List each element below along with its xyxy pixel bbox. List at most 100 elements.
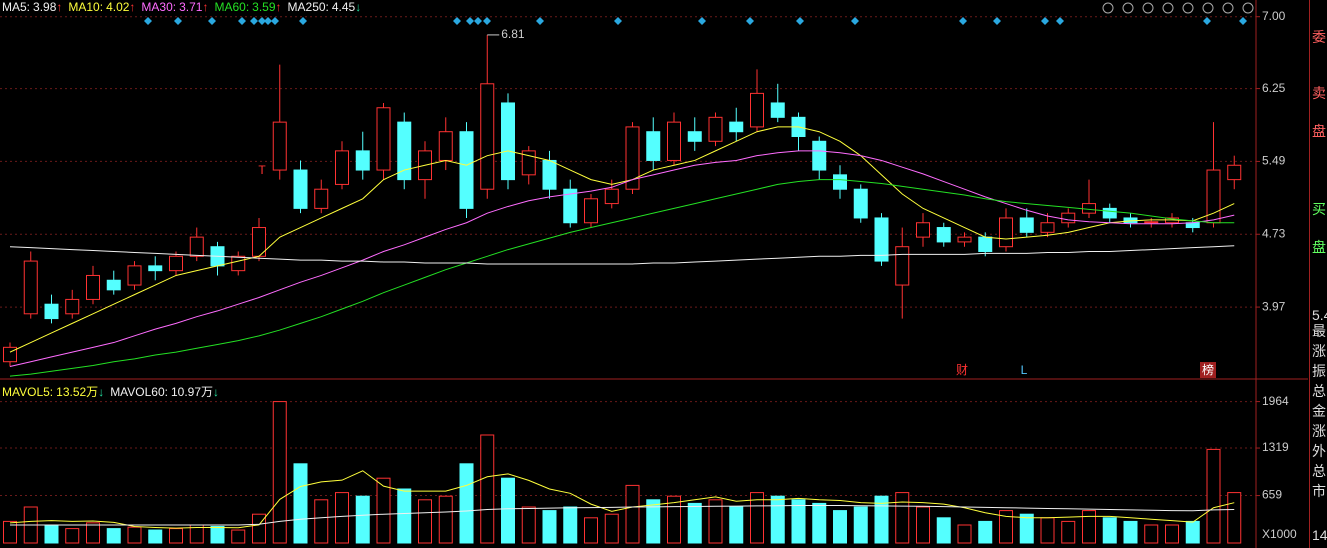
volume-bar [999, 510, 1013, 544]
candle-body [874, 217, 889, 262]
legend-item: MA250: 4.45↓ [288, 0, 362, 14]
volume-bar [750, 492, 764, 544]
volume-bar [418, 499, 432, 544]
sidebar-text: 涨 [1312, 423, 1326, 439]
sidebar-text: 盘 [1312, 123, 1326, 139]
candle-body [542, 159, 557, 190]
event-marker [1056, 17, 1064, 25]
event-marker [144, 17, 152, 25]
y-tick-label: 1964 [1262, 394, 1289, 408]
tool-icon[interactable] [1222, 2, 1234, 14]
candle-body [480, 83, 495, 190]
legend-unit: 万 [201, 385, 214, 399]
candle-body [625, 126, 640, 190]
volume-bar [148, 529, 163, 544]
volume-bar [936, 517, 951, 544]
candle-body [604, 188, 619, 205]
event-box [1200, 362, 1216, 378]
event-marker [474, 17, 482, 25]
volume-bar [1019, 513, 1034, 544]
y-tick-label: 3.97 [1262, 299, 1286, 313]
candle-body [501, 102, 515, 181]
volume-bar [604, 513, 619, 544]
sidebar-text: 盘 [1312, 239, 1326, 255]
event-marker [208, 17, 216, 25]
candle-body [770, 102, 785, 118]
event-marker [614, 17, 622, 25]
ma-line [9, 126, 1235, 353]
candle-body [272, 121, 287, 171]
y-tick-label: 4.73 [1262, 226, 1286, 240]
volume-bar [169, 528, 183, 544]
volume-bar [1227, 492, 1242, 544]
legend-name: MA5: [2, 0, 31, 14]
legend-value: 10.97 [171, 385, 202, 399]
legend-item: MAVOL60: 10.97万↓ [110, 385, 219, 399]
event-marker [959, 17, 967, 25]
volume-bar [646, 499, 661, 544]
event-marker [536, 17, 544, 25]
legend-name: MAVOL60: [110, 385, 168, 399]
candle-body [169, 255, 183, 272]
tool-icon[interactable] [1102, 2, 1114, 14]
tool-icon[interactable] [1122, 2, 1134, 14]
tool-icon[interactable] [1242, 2, 1254, 14]
event-marker [1041, 17, 1049, 25]
candle-body [729, 121, 744, 133]
volume-bar [791, 499, 806, 544]
volume-bar [1144, 524, 1159, 544]
event-marker [1239, 17, 1247, 25]
legend-arrow: ↑ [129, 0, 136, 14]
y-tick-label: 7.00 [1262, 9, 1286, 23]
volume-bar [895, 492, 910, 544]
event-marker [1203, 17, 1211, 25]
volume-bar [978, 520, 993, 544]
legend-item: MA10: 4.02↑ [68, 0, 135, 14]
legend-value: 3.59 [252, 0, 276, 14]
toolbar[interactable] [1102, 2, 1254, 14]
tool-icon[interactable] [1162, 2, 1174, 14]
tool-icon[interactable] [1142, 2, 1154, 14]
volume-bar [1040, 517, 1055, 544]
volume-bar [438, 495, 453, 544]
legend-value: 3.98 [33, 0, 57, 14]
volume-bar [853, 506, 868, 544]
volume-bar [210, 525, 225, 544]
candle-body [853, 188, 868, 219]
sidebar-text: 卖 [1312, 85, 1326, 101]
volume-bar [314, 499, 329, 544]
volume-bar [916, 506, 930, 544]
sidebar-text: 买 [1312, 201, 1326, 217]
sidebar-text: 金 [1312, 403, 1326, 419]
candle-body [189, 236, 204, 257]
legend-item: MA30: 3.71↑ [141, 0, 208, 14]
candle-body [1061, 212, 1076, 224]
volume-bar [729, 506, 744, 544]
candle-body [314, 188, 329, 209]
legend-arrow: ↑ [275, 0, 282, 14]
volume-bar [355, 495, 370, 544]
candle-body [376, 107, 391, 171]
candle-body [127, 265, 142, 286]
legend-name: MAVOL5: [2, 385, 54, 399]
candle-body [708, 116, 723, 142]
volume-bar [584, 517, 598, 544]
tool-icon[interactable] [1182, 2, 1194, 14]
candle-body [667, 121, 681, 161]
tool-icon[interactable] [1202, 2, 1214, 14]
event-label: T [258, 163, 266, 177]
volume-bar [480, 434, 495, 544]
legend-name: MA60: [214, 0, 250, 14]
candle-body [584, 198, 598, 224]
candle-body [106, 279, 121, 291]
candle-body [231, 255, 246, 272]
volume-bar [1206, 448, 1221, 544]
legend-name: MA250: [287, 0, 329, 14]
sidebar-text: 14 [1312, 527, 1327, 543]
event-marker [238, 17, 246, 25]
volume-bar [3, 520, 17, 544]
event-marker [851, 17, 859, 25]
candle-body [1019, 217, 1034, 233]
